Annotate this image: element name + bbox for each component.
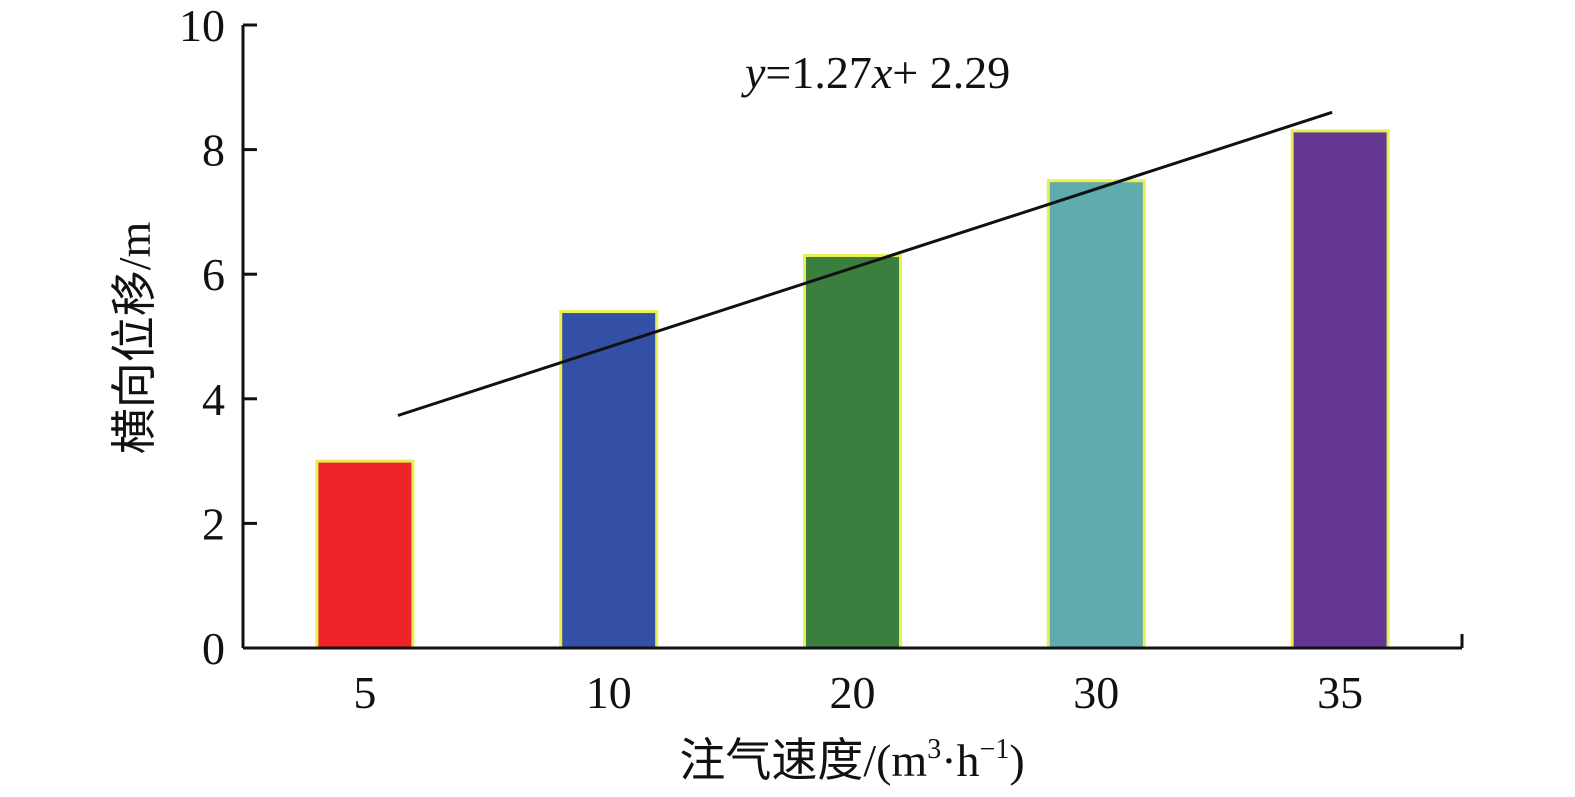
x-tick-label-10: 10 <box>586 667 632 718</box>
trendline-equation: y=1.27x+ 2.29 <box>741 47 1010 98</box>
x-tick-label-20: 20 <box>830 667 876 718</box>
x-tick-label-5: 5 <box>353 667 376 718</box>
bar-5 <box>315 459 415 650</box>
x-axis-title-sup1: 3 <box>927 734 941 765</box>
y-ticks-group: 0 2 4 6 8 10 <box>179 0 257 674</box>
trendline <box>397 110 1333 417</box>
equation-slope: =1.27 <box>765 47 871 98</box>
bars-group <box>315 129 1390 650</box>
equation-y: y <box>741 47 766 98</box>
equation-x: x <box>871 47 893 98</box>
bar-20 <box>803 254 902 650</box>
x-axis-title-main: 注气速度/(m <box>679 735 927 786</box>
y-tick-label-4: 4 <box>202 374 225 425</box>
x-axis-title-mid: ·h <box>941 735 979 786</box>
bar-10 <box>559 310 659 650</box>
y-tick-label-10: 10 <box>179 0 225 51</box>
x-axis-title-sup2: −1 <box>980 734 1010 765</box>
x-tick-label-30: 30 <box>1073 667 1119 718</box>
x-axis-title: 注气速度/(m3·h−1) <box>679 734 1024 786</box>
x-tick-label-35: 35 <box>1317 667 1363 718</box>
bar-30 <box>1046 179 1146 650</box>
y-tick-label-6: 6 <box>202 249 225 300</box>
y-tick-label-0: 0 <box>202 623 225 674</box>
bar-35 <box>1290 129 1390 650</box>
equation-intercept: + 2.29 <box>892 47 1010 98</box>
y-tick-label-8: 8 <box>202 125 225 176</box>
y-axis-title: 横向位移/m <box>109 222 160 455</box>
x-axis-title-end: ) <box>1009 735 1024 786</box>
y-tick-label-2: 2 <box>202 498 225 549</box>
x-ticks-group: 5 10 20 30 35 <box>353 667 1363 718</box>
